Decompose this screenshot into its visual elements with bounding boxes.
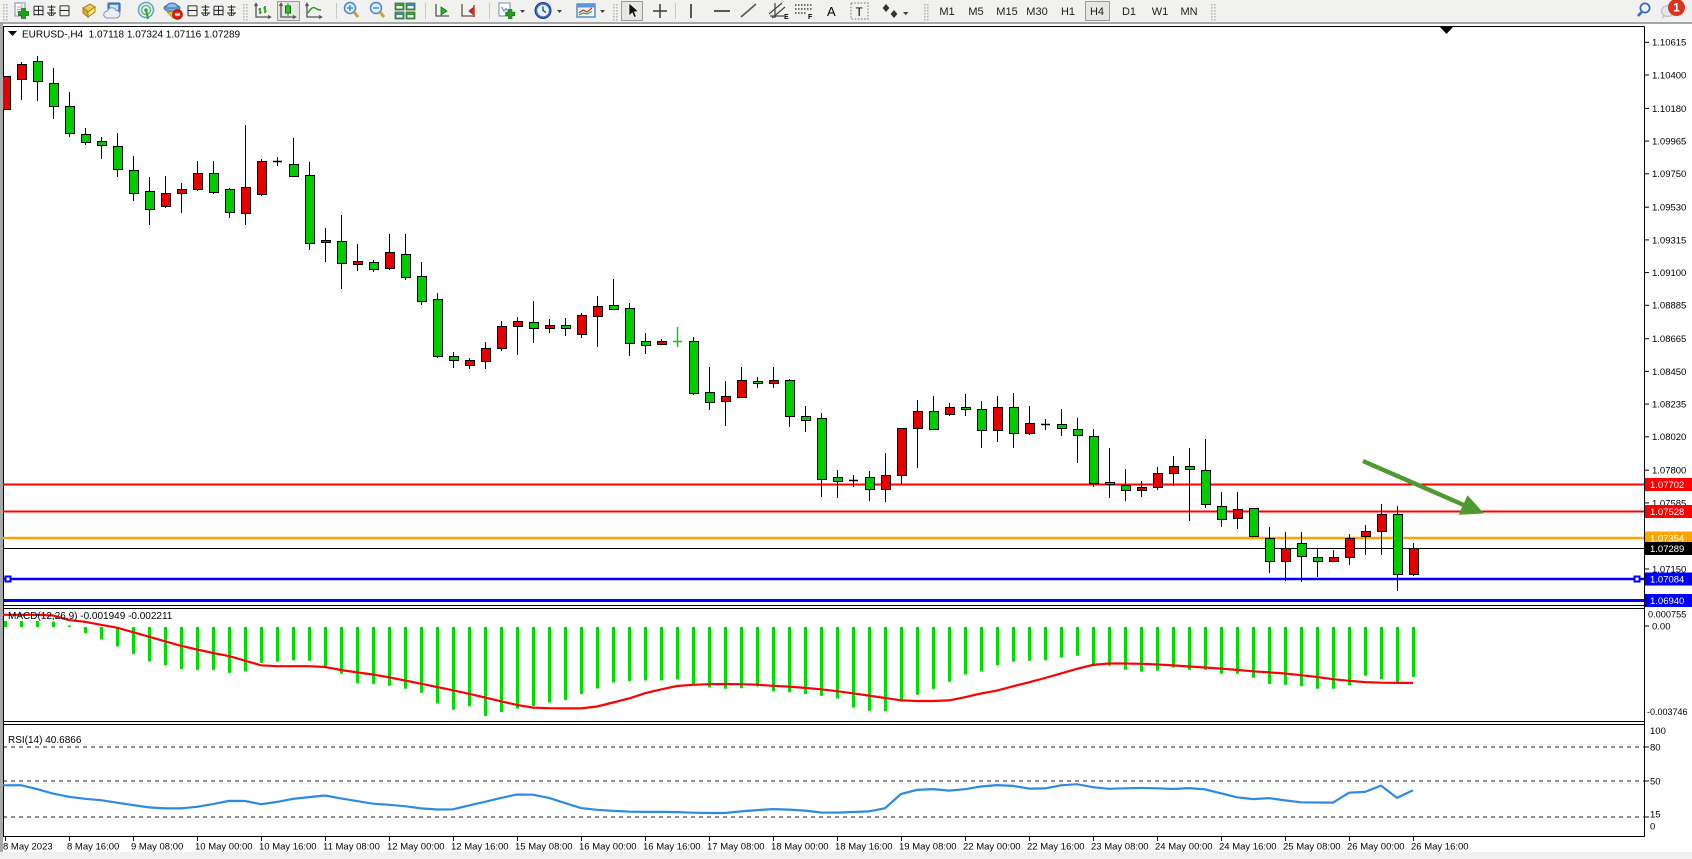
svg-text:1.08450: 1.08450: [1652, 367, 1686, 378]
svg-text:12 May 00:00: 12 May 00:00: [387, 842, 445, 853]
svg-text:M15: M15: [996, 6, 1017, 18]
svg-text:0.00: 0.00: [1652, 622, 1671, 633]
svg-text:1.09100: 1.09100: [1652, 268, 1686, 279]
svg-text:MACD(12,26,9) -0.001949 -0.002: MACD(12,26,9) -0.001949 -0.002211: [8, 611, 173, 622]
svg-text:1.08665: 1.08665: [1652, 334, 1686, 345]
svg-text:1.07150: 1.07150: [1652, 564, 1686, 575]
svg-text:1.10615: 1.10615: [1652, 38, 1686, 49]
svg-text:18 May 16:00: 18 May 16:00: [835, 842, 893, 853]
svg-text:T: T: [856, 5, 864, 19]
svg-text:1.07289: 1.07289: [1650, 544, 1684, 555]
svg-text:19 May 08:00: 19 May 08:00: [899, 842, 957, 853]
svg-text:0: 0: [1650, 822, 1655, 833]
svg-text:10 May 16:00: 10 May 16:00: [259, 842, 317, 853]
svg-text:E: E: [784, 14, 789, 21]
svg-text:1.07800: 1.07800: [1652, 466, 1686, 477]
svg-text:H1: H1: [1061, 6, 1075, 18]
svg-text:24 May 16:00: 24 May 16:00: [1219, 842, 1277, 853]
svg-text:M5: M5: [968, 6, 983, 18]
svg-text:12 May 16:00: 12 May 16:00: [451, 842, 509, 853]
svg-text:1.10180: 1.10180: [1652, 104, 1686, 115]
svg-text:1.07585: 1.07585: [1652, 498, 1686, 509]
svg-text:1.10400: 1.10400: [1652, 70, 1686, 81]
svg-text:8 May 16:00: 8 May 16:00: [67, 842, 119, 853]
svg-text:1.09965: 1.09965: [1652, 137, 1686, 148]
svg-text:1.07354: 1.07354: [1650, 533, 1684, 544]
svg-text:F: F: [808, 14, 813, 21]
svg-text:22 May 16:00: 22 May 16:00: [1027, 842, 1085, 853]
svg-text:22 May 00:00: 22 May 00:00: [963, 842, 1021, 853]
svg-text:0.000755: 0.000755: [1648, 610, 1686, 620]
svg-text:15: 15: [1650, 810, 1661, 821]
svg-text:M1: M1: [939, 6, 954, 18]
svg-text:1.07702: 1.07702: [1650, 480, 1684, 491]
svg-text:9 May 08:00: 9 May 08:00: [131, 842, 183, 853]
svg-text:24 May 00:00: 24 May 00:00: [1155, 842, 1213, 853]
svg-text:EURUSD-,H4 1.07118 1.07324 1.: EURUSD-,H4 1.07118 1.07324 1.07116 1.072…: [22, 30, 241, 41]
svg-text:1.08885: 1.08885: [1652, 301, 1686, 312]
svg-text:RSI(14) 40.6866: RSI(14) 40.6866: [8, 735, 82, 746]
svg-text:26 May 00:00: 26 May 00:00: [1347, 842, 1405, 853]
svg-text:11 May 08:00: 11 May 08:00: [323, 842, 380, 853]
svg-text:18 May 00:00: 18 May 00:00: [771, 842, 829, 853]
svg-text:H4: H4: [1090, 6, 1104, 18]
svg-text:W1: W1: [1152, 6, 1169, 18]
svg-text:80: 80: [1650, 743, 1661, 754]
svg-text:A: A: [827, 4, 836, 19]
svg-text:1: 1: [1673, 1, 1680, 15]
svg-text:1.07084: 1.07084: [1650, 574, 1684, 585]
svg-text:-0.003746: -0.003746: [1647, 707, 1688, 717]
svg-text:16 May 16:00: 16 May 16:00: [643, 842, 701, 853]
svg-text:26 May 16:00: 26 May 16:00: [1411, 842, 1469, 853]
svg-text:D1: D1: [1122, 6, 1136, 18]
svg-text:50: 50: [1650, 777, 1661, 788]
svg-text:M30: M30: [1026, 6, 1047, 18]
svg-text:1.08235: 1.08235: [1652, 400, 1686, 411]
svg-text:17 May 08:00: 17 May 08:00: [707, 842, 765, 853]
svg-text:15 May 08:00: 15 May 08:00: [515, 842, 573, 853]
svg-text:1.07528: 1.07528: [1650, 507, 1684, 518]
svg-text:10 May 00:00: 10 May 00:00: [195, 842, 253, 853]
svg-text:100: 100: [1650, 726, 1666, 737]
svg-text:23 May 08:00: 23 May 08:00: [1091, 842, 1149, 853]
svg-text:1.06940: 1.06940: [1650, 596, 1684, 607]
svg-text:8 May 2023: 8 May 2023: [3, 842, 53, 853]
svg-text:25 May 08:00: 25 May 08:00: [1283, 842, 1341, 853]
svg-text:1.09315: 1.09315: [1652, 235, 1686, 246]
svg-text:MN: MN: [1180, 6, 1197, 18]
svg-text:16 May 00:00: 16 May 00:00: [579, 842, 637, 853]
svg-text:1.09530: 1.09530: [1652, 203, 1686, 214]
svg-text:1.09750: 1.09750: [1652, 169, 1686, 180]
svg-text:1.08020: 1.08020: [1652, 432, 1686, 443]
